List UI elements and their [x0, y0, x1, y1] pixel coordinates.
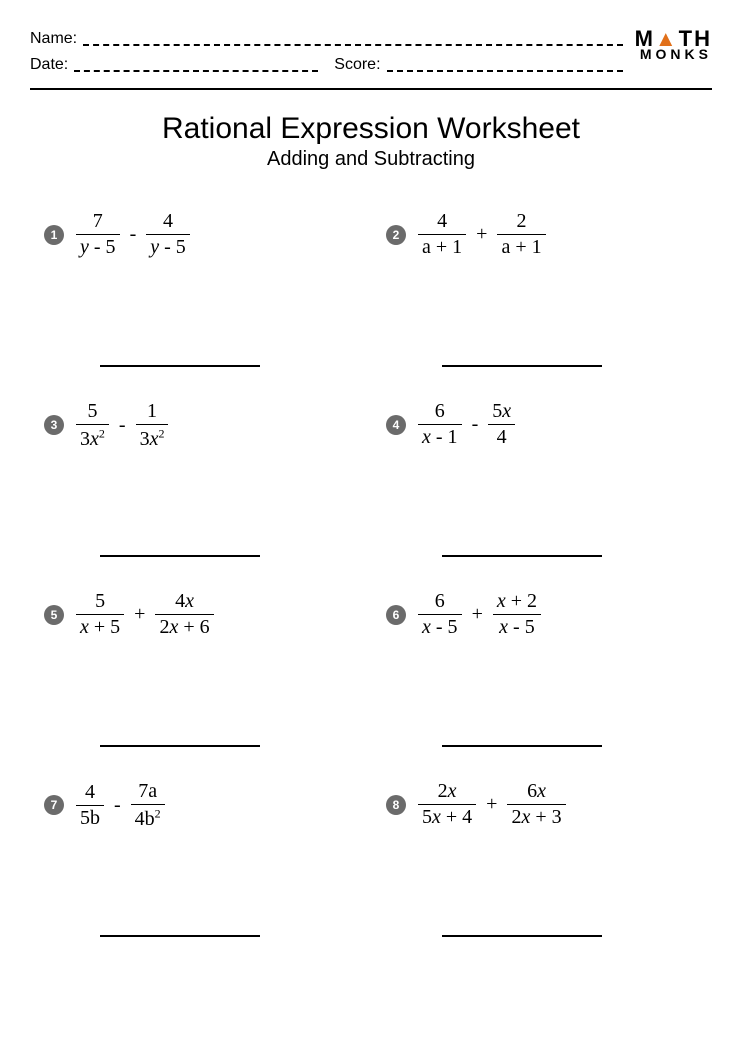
problem-2: 2 4a + 1+2a + 1 — [386, 211, 698, 391]
operator: - — [472, 413, 479, 436]
answer-line[interactable] — [442, 555, 602, 557]
expression: 6x - 1-5x4 — [418, 401, 515, 448]
problem-expression: 5 5x + 5+4x2x + 6 — [44, 591, 356, 638]
page-title: Rational Expression Worksheet — [30, 112, 712, 146]
answer-line[interactable] — [100, 935, 260, 937]
problem-8: 8 2x5x + 4+6x2x + 3 — [386, 781, 698, 961]
operator: + — [134, 603, 145, 626]
page-subtitle: Adding and Subtracting — [30, 148, 712, 171]
problem-number-badge: 7 — [44, 795, 64, 815]
problem-expression: 1 7y - 5-4y - 5 — [44, 211, 356, 258]
worksheet-page: Name: Date: Score: M▲TH MONKS Rati — [0, 0, 742, 981]
header-fields: Name: Date: Score: — [30, 30, 623, 82]
problem-4: 4 6x - 1-5x4 — [386, 401, 698, 581]
expression: 4a + 1+2a + 1 — [418, 211, 546, 258]
name-label: Name: — [30, 30, 77, 48]
answer-line[interactable] — [100, 555, 260, 557]
operator: + — [486, 793, 497, 816]
operator: - — [119, 414, 126, 437]
answer-line[interactable] — [442, 745, 602, 747]
score-label: Score: — [334, 56, 380, 74]
problems-grid: 17y - 5-4y - 524a + 1+2a + 1353x2-13x246… — [30, 211, 712, 961]
date-input-line[interactable] — [74, 58, 318, 72]
name-row: Name: — [30, 30, 623, 48]
problem-5: 5 5x + 5+4x2x + 6 — [44, 591, 356, 771]
expression: 6x - 5+x + 2x - 5 — [418, 591, 541, 638]
name-input-line[interactable] — [83, 32, 622, 46]
expression: 45b-7a4b2 — [76, 781, 165, 830]
problem-expression: 2 4a + 1+2a + 1 — [386, 211, 698, 258]
answer-line[interactable] — [442, 365, 602, 367]
problem-expression: 7 45b-7a4b2 — [44, 781, 356, 830]
score-input-line[interactable] — [387, 58, 623, 72]
problem-3: 3 53x2-13x2 — [44, 401, 356, 581]
problem-number-badge: 3 — [44, 415, 64, 435]
expression: 2x5x + 4+6x2x + 3 — [418, 781, 566, 828]
date-score-row: Date: Score: — [30, 56, 623, 74]
header: Name: Date: Score: M▲TH MONKS — [30, 30, 712, 82]
title-block: Rational Expression Worksheet Adding and… — [30, 112, 712, 171]
operator: + — [472, 603, 483, 626]
operator: - — [114, 794, 121, 817]
problem-expression: 4 6x - 1-5x4 — [386, 401, 698, 448]
problem-number-badge: 8 — [386, 795, 406, 815]
expression: 53x2-13x2 — [76, 401, 168, 450]
problem-7: 7 45b-7a4b2 — [44, 781, 356, 961]
problem-expression: 6 6x - 5+x + 2x - 5 — [386, 591, 698, 638]
problem-1: 1 7y - 5-4y - 5 — [44, 211, 356, 391]
answer-line[interactable] — [100, 365, 260, 367]
operator: - — [130, 223, 137, 246]
brand-logo: M▲TH MONKS — [635, 30, 712, 61]
problem-number-badge: 4 — [386, 415, 406, 435]
logo-bottom: MONKS — [635, 49, 712, 61]
problem-number-badge: 1 — [44, 225, 64, 245]
header-divider — [30, 88, 712, 90]
problem-6: 6 6x - 5+x + 2x - 5 — [386, 591, 698, 771]
problem-expression: 3 53x2-13x2 — [44, 401, 356, 450]
answer-line[interactable] — [442, 935, 602, 937]
answer-line[interactable] — [100, 745, 260, 747]
date-label: Date: — [30, 56, 68, 74]
problem-number-badge: 5 — [44, 605, 64, 625]
problem-number-badge: 2 — [386, 225, 406, 245]
problem-expression: 8 2x5x + 4+6x2x + 3 — [386, 781, 698, 828]
expression: 7y - 5-4y - 5 — [76, 211, 190, 258]
operator: + — [476, 223, 487, 246]
expression: 5x + 5+4x2x + 6 — [76, 591, 214, 638]
problem-number-badge: 6 — [386, 605, 406, 625]
